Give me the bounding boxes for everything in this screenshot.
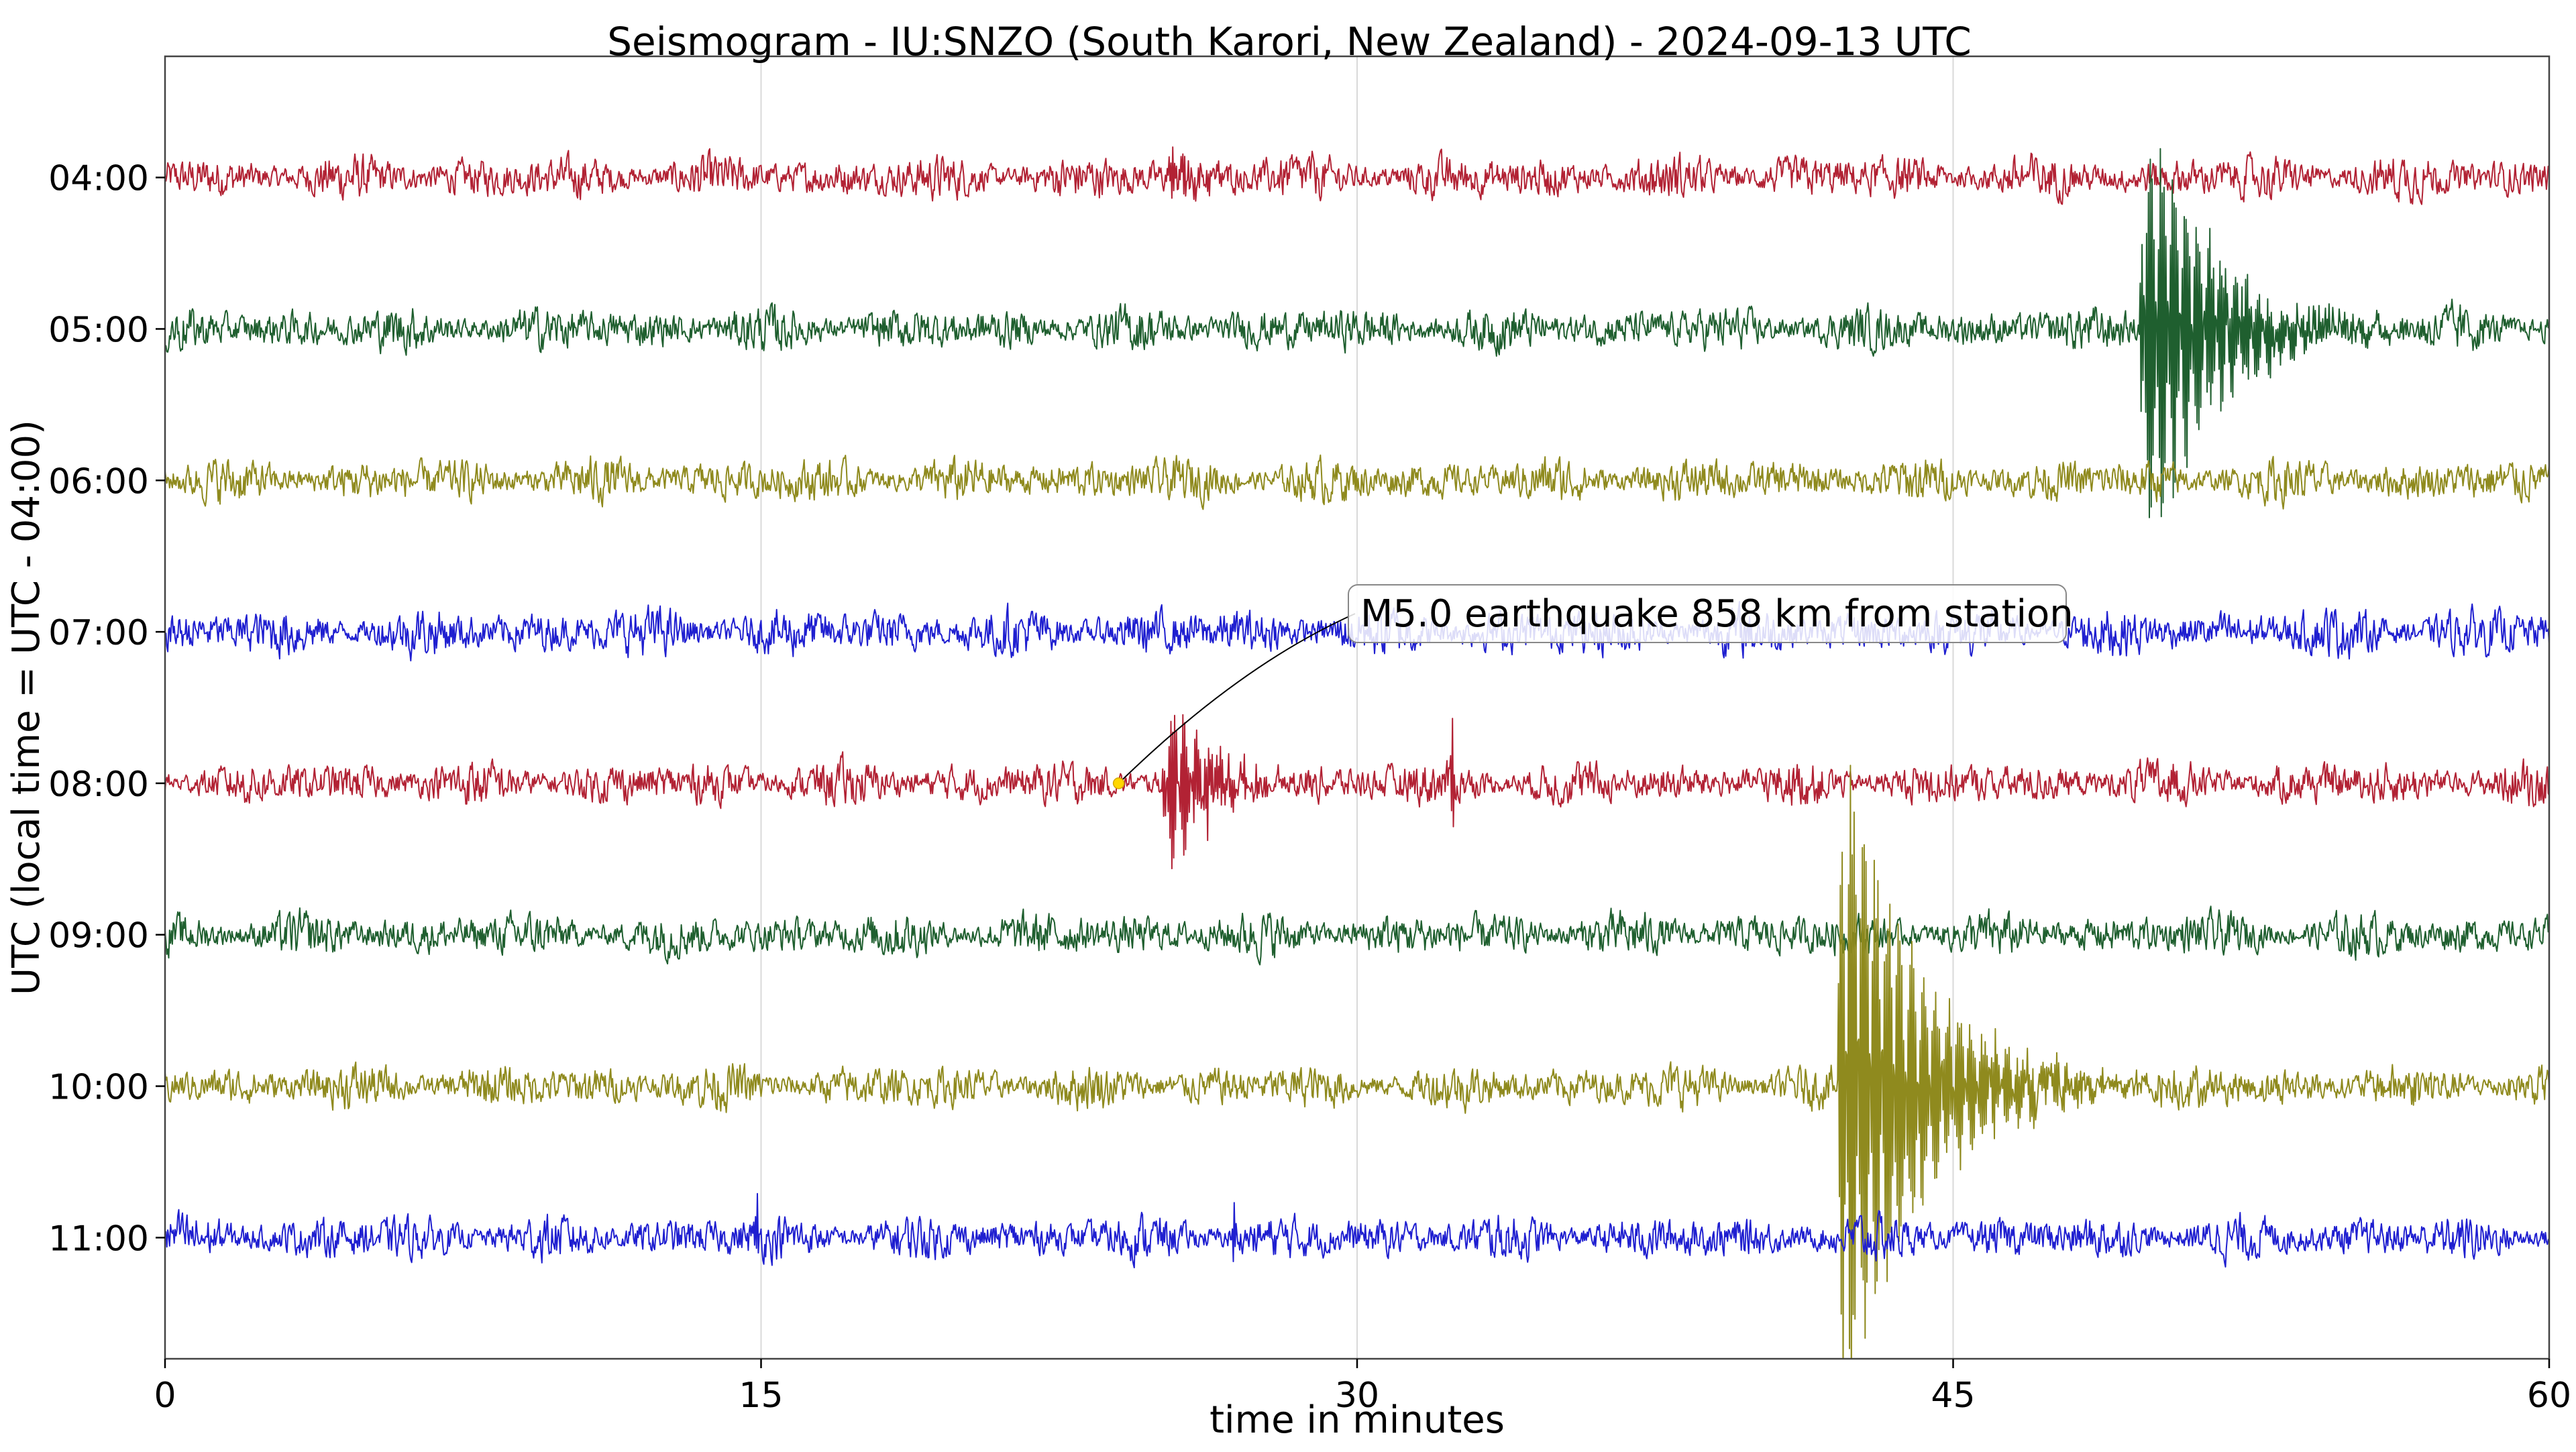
x-tick-label: 15 [739, 1376, 783, 1416]
trace-0600 [165, 454, 2549, 510]
y-tick-label: 04:00 [48, 159, 149, 199]
x-tick-label: 60 [2527, 1376, 2571, 1416]
axes-layer: 04:00 05:00 06:00 07:00 08:00 09:00 10:00 11:00… [5, 19, 2571, 1442]
chart-title: Seismogram - IU:SNZO (South Karori, New … [607, 19, 1972, 64]
trace-layer [165, 146, 2549, 1359]
annotation-layer: M5.0 earthquake 858 km from station [1112, 584, 2074, 789]
annotation-text: M5.0 earthquake 858 km from station [1360, 592, 2074, 636]
x-axis-title: time in minutes [1210, 1398, 1505, 1442]
y-tick-label: 09:00 [48, 916, 149, 956]
x-tick-label: 0 [154, 1376, 176, 1416]
y-axis-title: UTC (local time = UTC - 04:00) [5, 420, 48, 995]
annotation-arrow [1118, 613, 1356, 784]
y-tick-label: 07:00 [48, 613, 149, 653]
y-tick-label: 11:00 [48, 1219, 149, 1259]
trace-0900 [165, 905, 2549, 966]
y-tick-label: 08:00 [48, 765, 149, 805]
trace-0500 [165, 148, 2549, 518]
trace-1100 [165, 1192, 2549, 1269]
trace-0400 [165, 146, 2549, 205]
y-tick-label: 06:00 [48, 461, 149, 502]
x-tick-label: 45 [1931, 1376, 1975, 1416]
trace-1000 [165, 765, 2549, 1359]
trace-0800 [165, 714, 2549, 870]
x-tick-label: 30 [1335, 1376, 1379, 1416]
y-tick-label: 05:00 [48, 310, 149, 350]
y-tick-label: 10:00 [48, 1068, 149, 1108]
annotation-box [1348, 584, 2067, 643]
event-marker [1112, 777, 1125, 789]
grid-layer [760, 56, 1954, 1359]
